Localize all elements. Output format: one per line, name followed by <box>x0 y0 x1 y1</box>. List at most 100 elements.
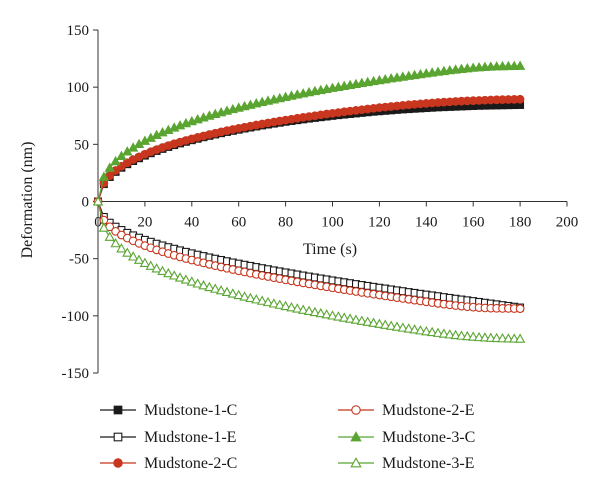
data-point <box>473 331 485 342</box>
x-tick-label: 200 <box>556 215 579 231</box>
data-point <box>479 332 491 342</box>
data-point <box>139 257 151 267</box>
data-point <box>327 310 338 320</box>
data-point <box>163 267 174 278</box>
data-point <box>468 331 479 341</box>
data-point <box>368 317 379 327</box>
data-point <box>110 237 121 248</box>
legend-marker <box>113 458 123 468</box>
data-point <box>245 292 256 303</box>
data-point <box>298 304 309 314</box>
legend-item-mudstone-2-c: Mudstone-2-C <box>100 455 237 472</box>
legend-marker <box>113 432 123 442</box>
data-point <box>116 150 127 160</box>
data-point <box>421 326 432 336</box>
data-point <box>491 332 502 343</box>
data-point <box>98 222 110 232</box>
data-point <box>174 272 186 282</box>
data-point <box>157 265 168 275</box>
data-point <box>186 276 197 286</box>
data-point <box>426 326 438 337</box>
data-point <box>380 319 391 329</box>
data-point <box>210 283 221 293</box>
legend-item-mudstone-1-c: Mudstone-1-C <box>100 402 237 419</box>
data-point <box>151 263 162 273</box>
series-mudstone-2-c <box>93 94 525 206</box>
data-point <box>321 309 332 319</box>
data-point <box>280 300 291 311</box>
data-point <box>133 254 145 264</box>
data-point <box>444 329 455 339</box>
x-tick-label: 20 <box>137 215 152 231</box>
data-point <box>409 324 420 334</box>
x-tick-label: 80 <box>278 215 293 231</box>
x-axis-title: Time (s) <box>303 241 357 258</box>
data-point <box>198 280 209 290</box>
data-point <box>204 281 215 292</box>
legend-item-mudstone-3-e: Mudstone-3-E <box>338 455 474 472</box>
data-point <box>274 299 285 309</box>
y-tick-label: 50 <box>74 137 89 153</box>
data-point <box>515 304 525 313</box>
data-point <box>268 298 280 308</box>
data-point <box>92 196 104 206</box>
data-point <box>98 171 110 181</box>
y-tick-label: -150 <box>62 366 90 382</box>
data-point <box>192 278 203 288</box>
data-point <box>262 296 274 307</box>
legend-item-mudstone-1-e: Mudstone-1-E <box>100 429 236 446</box>
x-tick-label: 180 <box>509 215 532 231</box>
series-mudstone-2-e <box>93 197 525 313</box>
data-point <box>256 295 268 305</box>
data-point <box>122 247 133 257</box>
data-point <box>315 307 326 318</box>
x-tick-label: 140 <box>415 215 438 231</box>
legend-marker <box>350 431 362 442</box>
data-point <box>456 330 467 340</box>
x-tick-label: 100 <box>321 215 344 231</box>
data-point <box>309 306 321 317</box>
data-point <box>180 274 192 284</box>
data-point <box>145 260 156 270</box>
data-point <box>514 333 526 343</box>
data-point <box>303 305 315 315</box>
legend-item-mudstone-3-c: Mudstone-3-C <box>338 429 475 446</box>
x-tick-label: 120 <box>368 215 391 231</box>
series-mudstone-3-c <box>92 60 526 206</box>
x-tick-label: 160 <box>462 215 485 231</box>
data-point <box>497 332 508 343</box>
data-point <box>227 288 239 298</box>
legend-label: Mudstone-1-E <box>144 429 236 446</box>
data-point <box>251 294 262 304</box>
data-point <box>391 321 403 331</box>
data-point <box>239 291 250 301</box>
data-point <box>362 316 373 326</box>
data-point <box>104 231 115 241</box>
x-tick-label: 0 <box>94 215 102 231</box>
data-point <box>104 162 115 172</box>
legend-label: Mudstone-2-C <box>144 455 237 472</box>
y-tick-label: 0 <box>82 195 90 211</box>
legend-marker <box>351 405 361 415</box>
legend-marker <box>113 405 123 415</box>
data-point <box>344 313 356 323</box>
series-mudstone-1-e <box>94 197 525 312</box>
data-point <box>485 332 496 342</box>
data-point <box>385 320 397 330</box>
legend-label: Mudstone-3-C <box>382 429 475 446</box>
y-tick-label: -100 <box>62 309 90 325</box>
data-point <box>350 314 362 324</box>
legend-label: Mudstone-2-E <box>382 402 474 419</box>
data-point <box>221 286 233 297</box>
data-point <box>127 251 139 261</box>
data-point <box>233 289 244 300</box>
y-tick-label: 150 <box>67 23 90 39</box>
data-point <box>339 312 350 322</box>
data-point <box>397 322 409 332</box>
legend-item-mudstone-2-e: Mudstone-2-E <box>338 402 474 419</box>
data-point <box>333 311 344 321</box>
plot-area: 150 100 50 0 -50 -100 -150 0 20 40 60 80 100 120 140 16… <box>62 23 579 382</box>
data-point <box>116 243 127 253</box>
y-tick-label: 100 <box>67 80 90 96</box>
